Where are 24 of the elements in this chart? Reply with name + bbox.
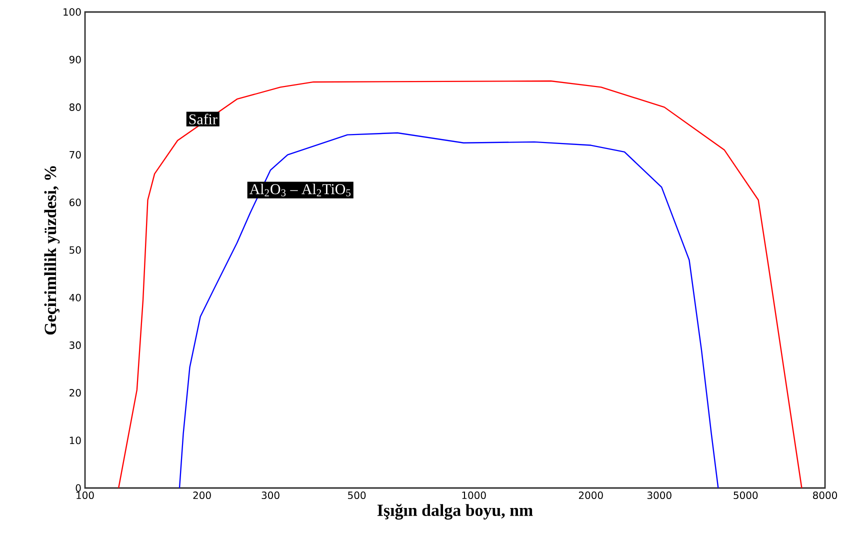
x-axis-title: Işığın dalga boyu, nm	[377, 504, 533, 520]
x-tick-label: 200	[193, 492, 211, 500]
y-axis-title: Geçirimlilik yüzdesi, %	[44, 166, 60, 335]
x-tick-label: 300	[262, 492, 280, 500]
x-tick-label: 500	[348, 492, 366, 500]
x-tick-label: 3000	[647, 492, 672, 500]
series-label: Al$_{2}$O$_{3}$ – Al$_{2}$TiO$_{5}$	[249, 184, 350, 196]
x-tick-label: 100	[76, 492, 94, 500]
y-tick-label: 10	[70, 436, 81, 444]
y-tick-label: 40	[69, 294, 81, 302]
x-tick-label: 8000	[813, 492, 838, 500]
y-tick-label: 0	[76, 484, 81, 492]
y-tick-label: 90	[69, 56, 81, 64]
y-tick-label: 70	[70, 151, 81, 159]
y-tick-label: 20	[70, 389, 81, 397]
y-tick-label: 60	[70, 198, 81, 206]
x-tick-label: 2000	[578, 492, 603, 500]
y-tick-label: 30	[70, 341, 81, 349]
x-tick-label: 1000	[462, 492, 486, 500]
x-tick-label: 5000	[734, 492, 758, 500]
y-tick-label: 50	[70, 246, 81, 254]
y-tick-label: 80	[69, 103, 81, 111]
y-tick-label: 100	[64, 8, 81, 16]
series-label: Safir	[189, 114, 218, 124]
